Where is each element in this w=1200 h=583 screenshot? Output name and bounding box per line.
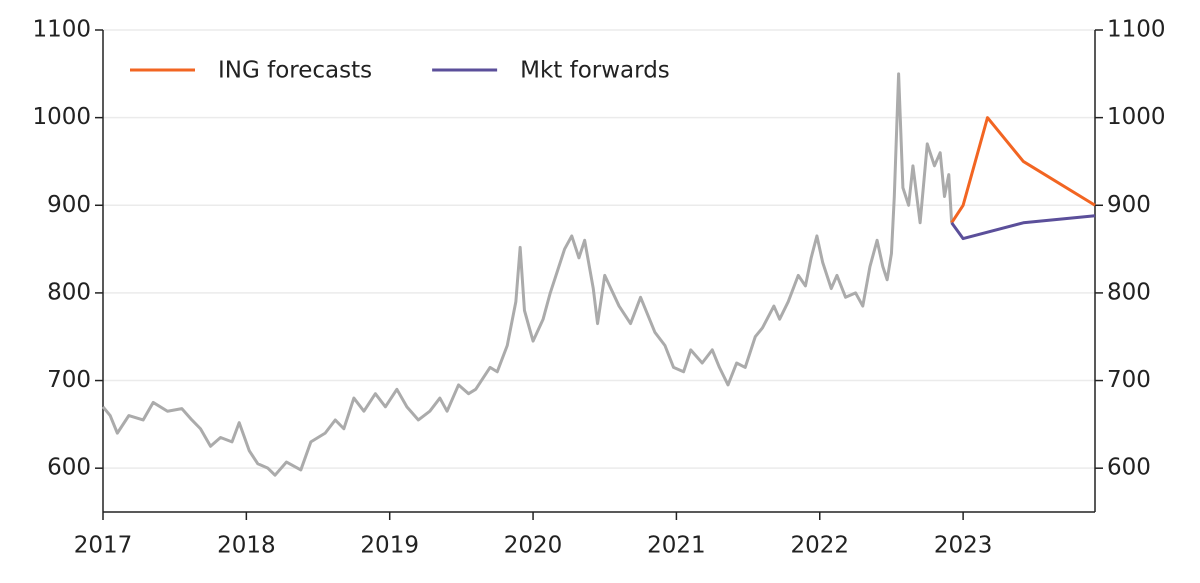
- x-tick-label: 2023: [934, 533, 993, 559]
- y2-tick-label: 1000: [1107, 104, 1166, 130]
- y-tick-label: 900: [47, 192, 91, 218]
- x-tick-label: 2017: [74, 533, 133, 559]
- x-tick-label: 2020: [504, 533, 563, 559]
- x-tick-label: 2018: [217, 533, 276, 559]
- legend-label: Mkt forwards: [520, 58, 670, 84]
- y2-tick-label: 900: [1107, 192, 1151, 218]
- x-tick-label: 2022: [790, 533, 849, 559]
- y-tick-label: 800: [47, 279, 91, 305]
- y-tick-label: 1000: [32, 104, 91, 130]
- y-tick-label: 700: [47, 367, 91, 393]
- series-line: [101, 72, 954, 477]
- legend-label: ING forecasts: [218, 58, 372, 84]
- series-line: [950, 116, 1096, 224]
- y2-tick-label: 700: [1107, 367, 1151, 393]
- series-line: [950, 214, 1096, 241]
- x-tick-label: 2019: [360, 533, 419, 559]
- y2-tick-label: 800: [1107, 279, 1151, 305]
- y2-tick-label: 1100: [1107, 17, 1166, 43]
- y-tick-label: 600: [47, 455, 91, 481]
- x-tick-label: 2021: [647, 533, 706, 559]
- y-tick-label: 1100: [32, 17, 91, 43]
- y2-tick-label: 600: [1107, 455, 1151, 481]
